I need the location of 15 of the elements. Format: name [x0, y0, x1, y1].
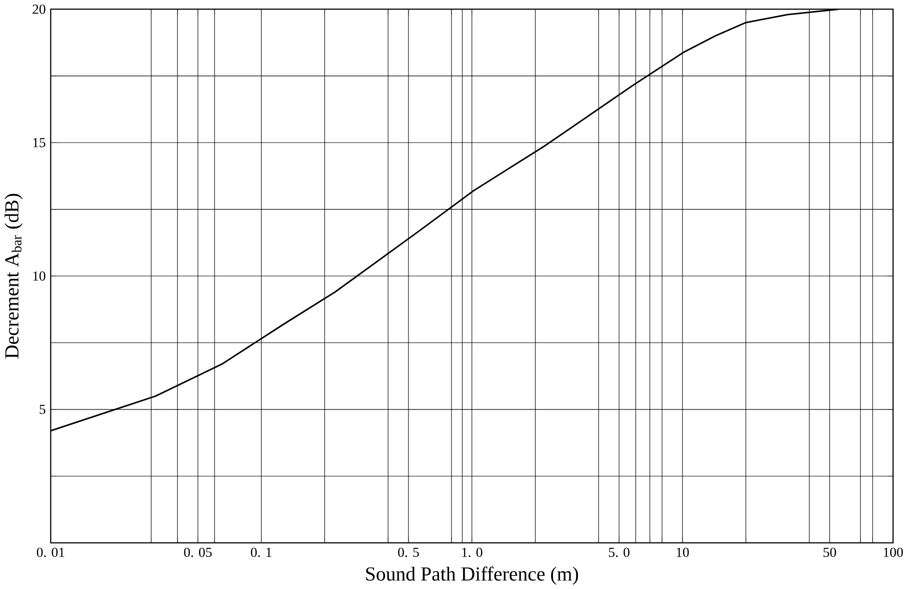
x-tick-label: 50 [824, 548, 836, 557]
x-tick-label: 5. 0 [608, 548, 630, 557]
x-tick-label: 10 [676, 548, 689, 557]
x-tick-label: 0. 1 [250, 548, 272, 557]
x-tick-label: 0. 5 [398, 548, 419, 557]
y-tick-label: 10 [33, 271, 46, 281]
x-tick-label: 0. 01 [36, 548, 64, 557]
x-tick-label: 100 [884, 548, 903, 557]
y-tick-label: 15 [33, 138, 46, 148]
x-tick-label: 1. 0 [462, 548, 482, 557]
x-tick-label: 0. 05 [184, 548, 212, 557]
y-axis-title: Decrement A$_{bar}$ (dB) [4, 194, 23, 358]
y-tick-label: 5 [40, 404, 46, 414]
y-tick-label: 20 [32, 4, 46, 14]
x-axis-title: Sound Path Difference (m) [366, 566, 578, 585]
